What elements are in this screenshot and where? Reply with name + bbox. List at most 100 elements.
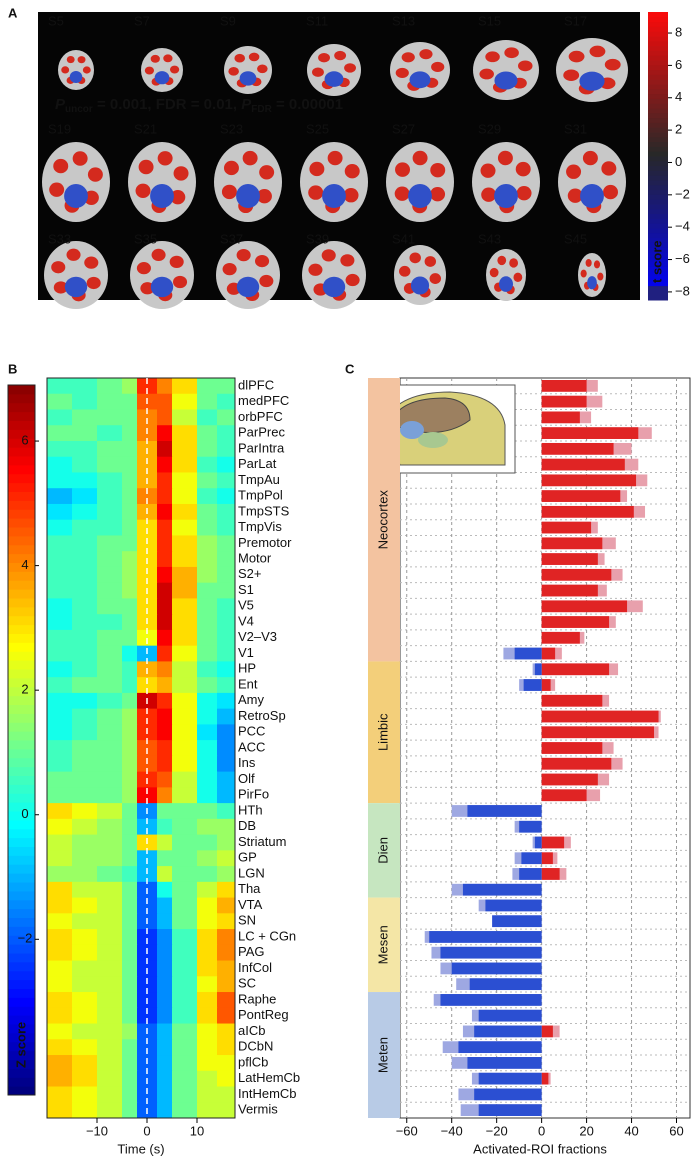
colorbar-segment <box>8 819 35 830</box>
row-label: Motor <box>238 551 272 566</box>
heatmap-cell <box>47 692 73 710</box>
colorbar-segment <box>8 642 35 652</box>
bar <box>440 946 542 959</box>
heatmap-cell <box>72 1039 98 1056</box>
heatmap-cell <box>72 629 98 647</box>
heatmap-cell <box>97 629 123 647</box>
heatmap-cell <box>97 881 123 899</box>
deactivation-blob <box>64 276 88 298</box>
heatmap-cell <box>137 866 158 883</box>
heatmap-cell <box>72 787 98 804</box>
heatmap-cell <box>172 472 198 489</box>
heatmap-cell <box>197 519 218 536</box>
heatmap-cell <box>122 787 138 804</box>
activation-blob <box>409 252 421 264</box>
colorbar-tick-label: −6 <box>675 251 690 266</box>
heatmap-cell <box>47 976 73 993</box>
activation-blob <box>480 163 496 178</box>
row-label: TmpVis <box>238 519 282 534</box>
heatmap-cell <box>157 1102 173 1119</box>
heatmap-cell <box>217 976 236 993</box>
colorbar-segment <box>648 204 668 210</box>
bar <box>467 1057 542 1069</box>
row-label: Amy <box>238 692 265 707</box>
heatmap-cell <box>217 992 236 1009</box>
colorbar-segment <box>648 31 668 37</box>
heatmap-cell <box>217 1023 236 1040</box>
heatmap-cell <box>197 1007 218 1025</box>
heatmap-cell <box>47 708 73 725</box>
heatmap-cell <box>172 393 198 410</box>
group-label: Dien <box>375 837 390 864</box>
colorbar-segment <box>648 175 668 181</box>
heatmap-cell <box>122 1086 138 1103</box>
colorbar-segment <box>8 1041 35 1052</box>
heatmap-cell <box>197 503 218 521</box>
heatmap-cell <box>97 582 123 599</box>
colorbar-segment <box>8 393 35 404</box>
colorbar-segment <box>8 633 35 643</box>
bar <box>523 679 542 691</box>
heatmap-cell <box>217 708 236 725</box>
colorbar-segment <box>648 84 668 90</box>
heatmap-cell <box>72 976 98 993</box>
heatmap-cell <box>72 771 98 788</box>
activation-blob <box>497 150 513 166</box>
heatmap-cell <box>47 440 73 458</box>
heatmap-cell <box>97 519 123 536</box>
activation-blob <box>309 161 325 177</box>
colorbar-segment <box>648 247 668 253</box>
heatmap-cell <box>47 881 73 899</box>
colorbar-segment <box>8 970 35 981</box>
colorbar-segment <box>8 429 35 439</box>
activation-blob <box>312 67 324 77</box>
heatmap-cell <box>197 818 218 836</box>
heatmap-cell <box>137 488 158 505</box>
heatmap-cell <box>97 598 123 615</box>
heatmap-cell <box>47 645 73 662</box>
threshold-part: P <box>55 96 66 113</box>
bar <box>541 1025 553 1038</box>
activation-blob <box>66 55 75 64</box>
row-label: orbPFC <box>238 409 283 424</box>
heatmap-cell <box>217 866 236 883</box>
heatmap-cell <box>172 598 198 615</box>
bar <box>469 978 542 991</box>
group-label: Limbic <box>375 713 390 751</box>
colorbar-segment <box>8 695 35 705</box>
row-label: Premotor <box>238 535 292 550</box>
heatmap-cell <box>72 944 98 962</box>
heatmap-cell <box>157 1055 173 1072</box>
heatmap-cell <box>217 929 236 946</box>
heatmap-cell <box>217 1007 236 1025</box>
colorbar-segment <box>648 160 668 167</box>
heatmap-cell <box>197 755 218 773</box>
row-label: V1 <box>238 645 254 660</box>
colorbar-segment <box>8 775 35 785</box>
heatmap-cell <box>122 661 138 678</box>
colorbar-segment <box>8 402 35 413</box>
colorbar-segment <box>8 784 35 794</box>
heatmap-cell <box>122 740 138 757</box>
activation-blob <box>140 282 155 295</box>
heatmap-cell <box>157 409 173 426</box>
colorbar-segment <box>8 793 35 803</box>
activation-blob <box>604 58 621 71</box>
heatmap-cell <box>97 535 123 552</box>
heatmap-cell <box>97 992 123 1009</box>
activation-blob <box>138 159 154 175</box>
heatmap-cell <box>122 771 138 788</box>
heatmap-cell <box>172 740 198 757</box>
heatmap-cell <box>197 472 218 489</box>
heatmap-cell <box>47 551 73 568</box>
heatmap-cell <box>197 787 218 804</box>
colorbar-segment <box>8 837 35 847</box>
heatmap-cell <box>217 692 236 710</box>
activation-blob <box>248 52 260 62</box>
heatmap-cell <box>172 692 198 710</box>
heatmap-cell <box>137 929 158 946</box>
colorbar-segment <box>8 953 35 963</box>
deactivation-blob <box>322 184 346 208</box>
deactivation-blob <box>150 184 174 208</box>
heatmap-cell <box>97 1055 123 1072</box>
